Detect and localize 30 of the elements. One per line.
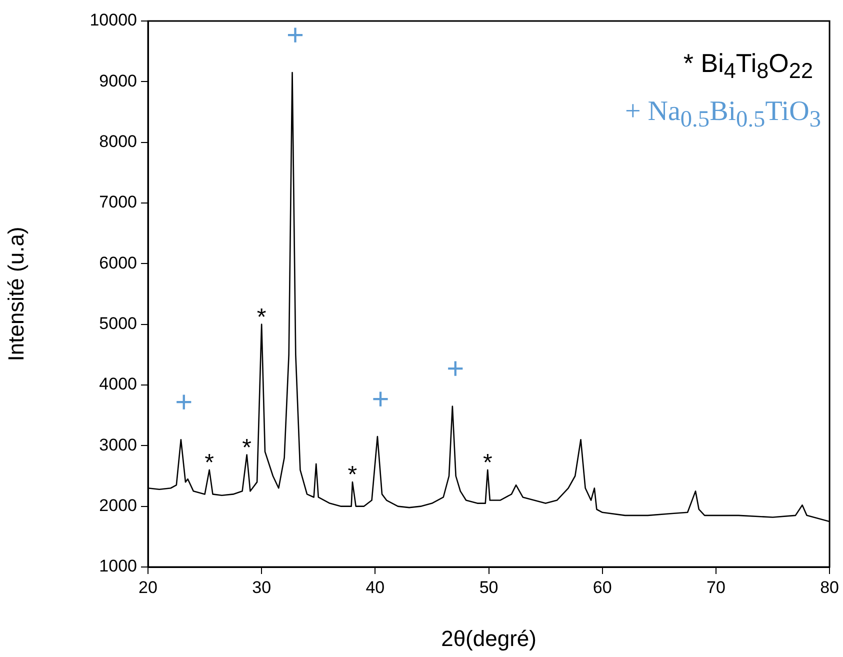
annotation: *: [242, 434, 252, 462]
annotation: + Na$_{0.5}$Bi$_{0.5}$TiO$_{3}$: [624, 96, 821, 134]
x-tick-label: 60: [592, 578, 612, 597]
y-axis-title: Intensité (u.a): [3, 226, 28, 362]
annotation: *: [256, 304, 266, 331]
x-tick-label: 30: [252, 578, 272, 597]
y-tick-label: 10000: [90, 10, 137, 30]
x-tick-label: 80: [820, 578, 840, 597]
annotation: +: [175, 386, 193, 419]
y-tick-label: 5000: [99, 314, 137, 334]
x-tick-label: 70: [706, 578, 726, 597]
annotation: *: [482, 450, 492, 477]
y-tick-label: 2000: [99, 496, 137, 516]
x-axis-title: 2θ(degré): [441, 626, 536, 651]
x-tick-label: 40: [366, 578, 385, 597]
y-tick-label: 7000: [99, 192, 137, 212]
x-tick-label: 20: [138, 578, 158, 597]
annotation: *: [204, 450, 214, 477]
annotation: +: [372, 382, 390, 416]
x-tick-label: 50: [479, 578, 498, 597]
y-tick-label: 6000: [99, 253, 137, 272]
annotation: *: [348, 462, 358, 489]
annotation: * Bi$_{4}$Ti$_{8}$O$_{22}$: [683, 48, 813, 84]
annotation: +: [286, 18, 304, 52]
y-tick-label: 3000: [99, 435, 137, 454]
y-tick-label: 1000: [99, 556, 137, 576]
annotation: +: [446, 352, 464, 386]
y-tick-label: 4000: [99, 374, 137, 394]
y-tick-label: 8000: [99, 132, 137, 152]
y-tick-label: 9000: [99, 71, 137, 90]
